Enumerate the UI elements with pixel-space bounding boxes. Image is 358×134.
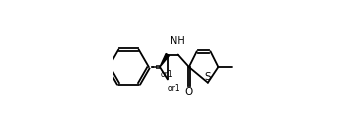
Text: NH: NH	[170, 36, 185, 46]
Text: O: O	[185, 87, 193, 97]
Text: S: S	[205, 72, 212, 82]
Text: or1: or1	[168, 84, 180, 93]
Text: or1: or1	[160, 70, 173, 79]
Polygon shape	[160, 53, 169, 67]
